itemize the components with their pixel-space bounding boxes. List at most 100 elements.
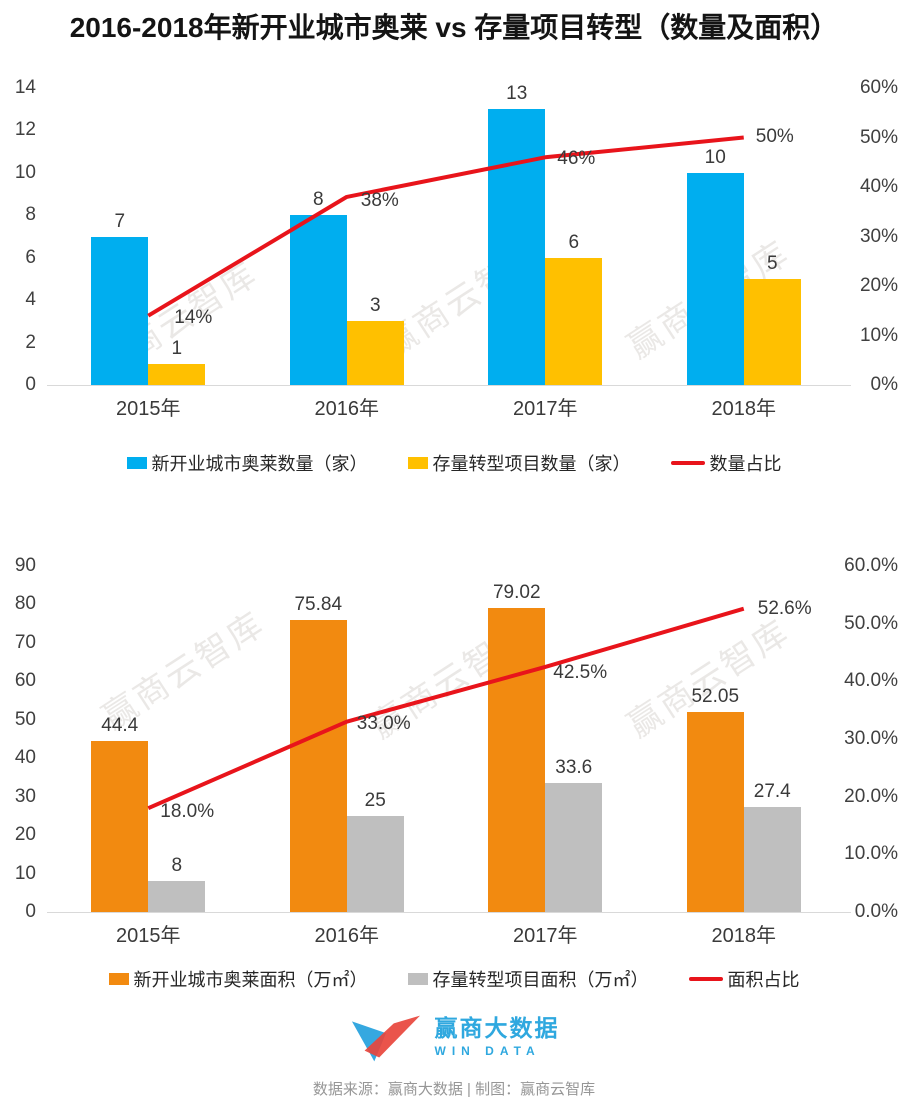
y-axis-left-tick: 20 — [14, 824, 36, 846]
legend-item: 面积占比 — [688, 966, 800, 992]
legend-label: 存量转型项目数量（家） — [432, 454, 631, 474]
bar-value-label: 10 — [704, 146, 726, 168]
windata-logo-icon — [351, 1015, 420, 1062]
bar — [148, 881, 206, 912]
legend-swatch — [407, 457, 428, 469]
trend-line-layer — [147, 606, 745, 811]
chart-legend: 新开业城市奥莱面积（万㎡） 存量转型项目面积（万㎡） 面积占比 — [0, 964, 908, 994]
y-axis-right-tick: 10% — [859, 324, 898, 346]
trend-line-layer — [147, 135, 744, 318]
bar — [743, 278, 801, 385]
y-axis-left-tick: 0 — [25, 374, 36, 395]
y-axis-left-tick: 30 — [14, 785, 36, 807]
data-source-caption: 数据来源：赢商大数据 | 制图：赢商云智库 — [312, 1081, 596, 1098]
bar-value-label: 5 — [766, 252, 778, 274]
bar-value-label: 33.6 — [555, 756, 593, 778]
bar-value-label: 27.4 — [753, 780, 791, 802]
line-point-label: 52.6% — [757, 597, 812, 619]
bar — [91, 741, 149, 912]
y-axis-right-tick: 40.0% — [844, 670, 898, 692]
bar — [346, 321, 404, 385]
legend-label: 数量占比 — [709, 454, 782, 474]
bar-value-label: 6 — [568, 231, 580, 253]
legend-label: 新开业城市奥莱数量（家） — [151, 454, 368, 474]
legend-item: 存量转型项目数量（家） — [407, 450, 631, 476]
x-category-label: 2018年 — [711, 398, 777, 420]
x-axis-line — [47, 912, 851, 913]
y-axis-left-tick: 6 — [25, 246, 36, 268]
y-axis-right-tick: 30% — [859, 225, 898, 247]
line-point-label: 50% — [755, 125, 794, 147]
bar — [488, 608, 546, 912]
y-axis-right-tick: 60.0% — [844, 555, 898, 576]
bar — [545, 782, 603, 912]
legend-label: 存量转型项目面积（万㎡） — [432, 970, 649, 990]
chart-legend: 新开业城市奥莱数量（家） 存量转型项目数量（家） 数量占比 — [0, 448, 908, 478]
x-category-label: 2015年 — [116, 925, 181, 947]
legend-swatch — [407, 973, 428, 985]
y-axis-left-tick: 60 — [14, 670, 36, 692]
y-axis-left-tick: 40 — [14, 747, 36, 769]
x-category-label: 2017年 — [513, 398, 578, 420]
x-category-label: 2017年 — [513, 925, 578, 947]
logo-name-cn: 赢商大数据 — [434, 1015, 560, 1041]
bar — [148, 363, 206, 385]
bar-value-label: 13 — [506, 83, 528, 105]
y-axis-left-tick: 14 — [14, 77, 36, 98]
y-axis-left-tick: 50 — [14, 708, 36, 730]
legend-line-swatch — [670, 461, 705, 465]
logo-name-en: WIN DATA — [434, 1044, 541, 1058]
line-point-label: 18.0% — [160, 801, 215, 823]
legend-item: 存量转型项目面积（万㎡） — [407, 966, 649, 992]
legend-item: 新开业城市奥莱面积（万㎡） — [108, 966, 368, 992]
y-axis-right-tick: 30.0% — [844, 728, 898, 749]
line-point-label: 46% — [557, 148, 596, 170]
y-axis-right-tick: 40% — [859, 176, 898, 197]
bar-value-label: 3 — [369, 295, 381, 317]
logo-text-block: 赢商大数据 WIN DATA — [435, 1014, 560, 1060]
y-axis-right-tick: 20.0% — [844, 785, 898, 807]
x-category-label: 2016年 — [314, 925, 380, 947]
bar-value-label: 8 — [171, 855, 183, 877]
bar — [289, 620, 347, 912]
y-axis-left-tick: 80 — [14, 593, 36, 615]
y-axis-left-tick: 12 — [14, 119, 36, 141]
legend-label: 新开业城市奥莱面积（万㎡） — [133, 970, 368, 990]
bar-value-label: 75.84 — [294, 594, 343, 616]
y-axis-left-tick: 10 — [14, 161, 36, 183]
y-axis-right-tick: 20% — [859, 275, 898, 296]
bar-value-label: 44.4 — [101, 715, 139, 737]
bar-value-label: 25 — [364, 789, 386, 811]
bar-value-label: 8 — [312, 189, 324, 211]
y-axis-right-tick: 50% — [859, 126, 898, 148]
line-point-label: 14% — [174, 306, 213, 328]
bar-value-label: 1 — [171, 337, 183, 359]
bar — [289, 215, 347, 385]
bar — [91, 236, 149, 385]
y-axis-left-tick: 70 — [14, 631, 36, 653]
trend-line — [147, 606, 745, 811]
y-axis-left-tick: 2 — [25, 331, 36, 353]
logo-red-wing-icon — [364, 1015, 420, 1058]
y-axis-right-tick: 10.0% — [844, 843, 898, 865]
y-axis-right-tick: 50.0% — [844, 612, 898, 634]
bar — [488, 109, 546, 385]
line-point-label: 38% — [360, 189, 399, 211]
page-title: 2016-2018年新开业城市奥莱 vs 存量项目转型（数量及面积） — [69, 12, 839, 43]
y-axis-right-tick: 0% — [870, 374, 898, 395]
legend-label: 面积占比 — [727, 970, 800, 990]
legend-item: 新开业城市奥莱数量（家） — [126, 450, 368, 476]
y-axis-left-tick: 90 — [14, 555, 36, 576]
line-point-label: 42.5% — [553, 661, 608, 683]
y-axis-right-tick: 60% — [859, 77, 898, 98]
bar-value-label: 79.02 — [492, 582, 541, 604]
bar — [686, 711, 744, 912]
y-axis-right-tick: 0.0% — [854, 901, 898, 922]
x-category-label: 2015年 — [116, 398, 181, 420]
y-axis-left-tick: 4 — [25, 289, 36, 311]
y-axis-left-tick: 10 — [14, 862, 36, 884]
legend-item: 数量占比 — [670, 450, 782, 476]
legend-line-swatch — [688, 977, 723, 981]
x-category-label: 2018年 — [711, 925, 777, 947]
legend-swatch — [108, 973, 129, 985]
